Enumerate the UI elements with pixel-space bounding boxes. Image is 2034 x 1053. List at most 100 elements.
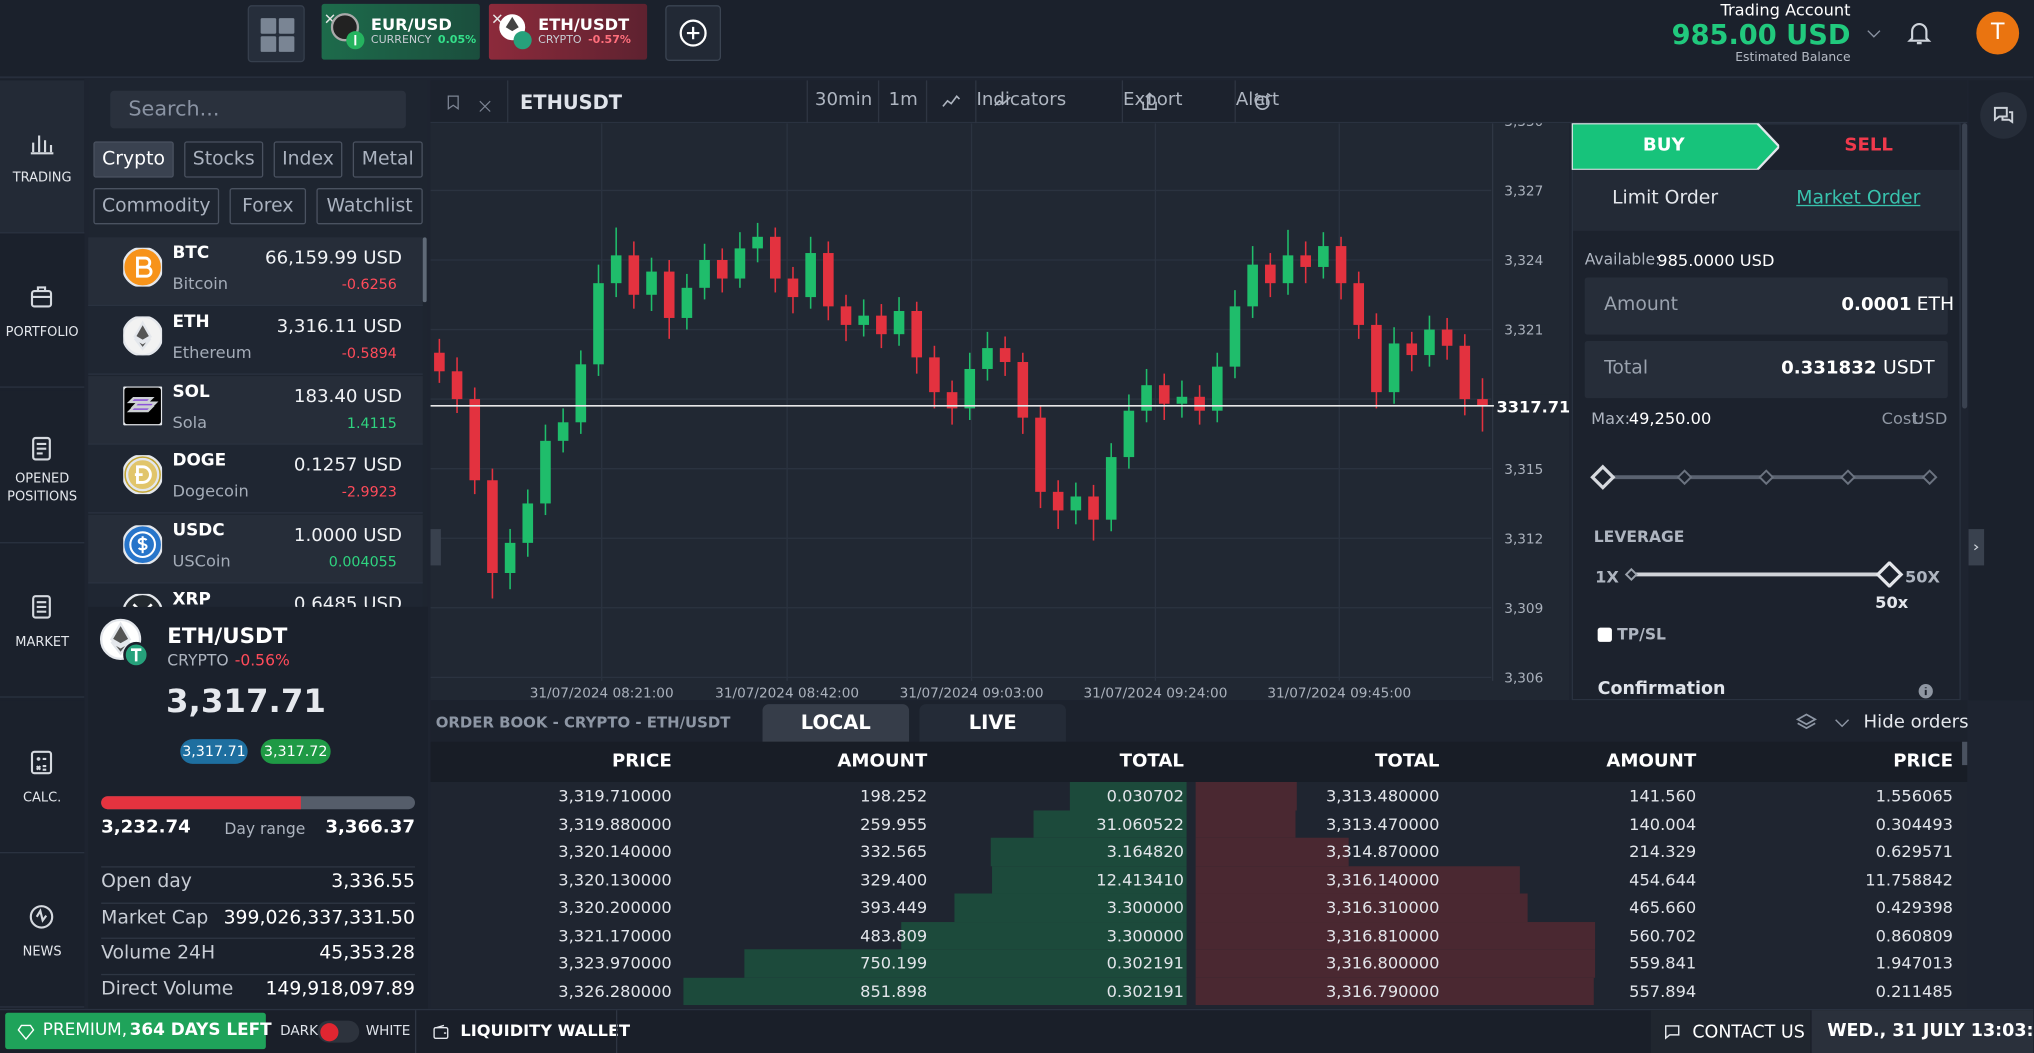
column-header: PRICE xyxy=(611,750,672,772)
candle-body xyxy=(876,315,887,335)
account-dropdown[interactable] xyxy=(1865,23,1883,41)
bid-total: 12.413410 xyxy=(1096,869,1184,889)
instrument-tab[interactable]: EUR/USD CURRENCY 0.05% xyxy=(321,3,480,60)
order-book-tab[interactable]: LIVE xyxy=(919,704,1066,742)
asset-row[interactable]: ETH Ethereum 3,316.11 USD -0.5894 xyxy=(88,306,423,376)
max-label: Max: xyxy=(1591,408,1631,428)
buy-label: BUY xyxy=(1642,134,1685,156)
ask-depth-bar xyxy=(1195,865,1520,894)
search-input[interactable]: Search... xyxy=(110,90,406,129)
ask-price: 0.304493 xyxy=(1875,813,1953,834)
asset-row[interactable]: USDC USCoin 1.0000 USD 0.004055 xyxy=(88,514,423,584)
leverage-min: 1X xyxy=(1595,566,1619,587)
asset-symbol: ETH xyxy=(172,313,210,333)
liquidity-wallet[interactable]: LIQUIDITY WALLET xyxy=(460,1020,631,1041)
contact-button[interactable]: CONTACT US xyxy=(1650,1010,1811,1053)
stat-value: 45,353.28 xyxy=(319,942,415,964)
filter-button[interactable]: Watchlist xyxy=(316,188,423,225)
asset-row[interactable]: BTC Bitcoin 66,159.99 USD -0.6256 xyxy=(88,237,423,307)
notifications-button[interactable] xyxy=(1905,18,1934,47)
layout-icon-cell xyxy=(278,18,295,34)
nav-icon-glyph xyxy=(29,905,54,929)
y-tick-label: 3,309 xyxy=(1504,601,1543,617)
chat-button[interactable] xyxy=(1980,92,2027,139)
column-header: AMOUNT xyxy=(837,750,928,772)
filter-button[interactable]: Stocks xyxy=(184,141,264,178)
close-chart-button[interactable] xyxy=(477,95,493,112)
day-low: 3,232.74 xyxy=(101,816,191,838)
total-value: 0.331832 xyxy=(1781,357,1877,379)
tpsl-checkbox[interactable] xyxy=(1597,627,1612,642)
asset-row[interactable]: DOGE Dogecoin 0.1257 USD -2.9923 xyxy=(88,445,423,514)
buy-tab[interactable] xyxy=(1570,122,1781,172)
nav-item[interactable]: TRADING xyxy=(0,80,85,234)
nav-item[interactable]: PORTFOLIO xyxy=(0,235,85,389)
nav-label: MARKET xyxy=(15,635,69,650)
bid-total: 0.030702 xyxy=(1106,785,1184,806)
asset-name: USCoin xyxy=(172,550,231,571)
account-balance[interactable]: 985.00 USD xyxy=(1671,19,1851,51)
filter-button[interactable]: Metal xyxy=(352,141,423,178)
nav-item[interactable]: MARKET xyxy=(0,544,85,698)
filter-button[interactable]: Crypto xyxy=(93,141,174,178)
add-tab-button[interactable] xyxy=(665,5,722,61)
candle-body xyxy=(628,255,640,295)
candle-body xyxy=(610,255,622,284)
chart-collapse-left[interactable] xyxy=(430,529,441,566)
wallet-icon xyxy=(432,1022,450,1040)
toolbar-icon xyxy=(1139,91,1161,113)
order-type-tab[interactable]: Market Order xyxy=(1796,188,1921,209)
toolbar-icon xyxy=(992,91,1014,113)
tab-symbol: ETH/USDT xyxy=(538,14,630,34)
layout-button[interactable] xyxy=(247,5,305,63)
leverage-slider[interactable] xyxy=(1621,560,1906,589)
stat-value: 399,026,337,331.50 xyxy=(223,907,415,928)
premium-badge[interactable]: PREMIUM, 364 DAYS LEFT xyxy=(5,1012,272,1050)
instrument-tab[interactable]: ETH/USDT CRYPTO -0.57% xyxy=(488,3,648,60)
bookmark-button[interactable] xyxy=(445,92,462,113)
toolbar-button[interactable]: 1m xyxy=(877,80,926,124)
last-price-tag xyxy=(1493,394,1570,418)
toolbar-button[interactable]: 30min xyxy=(806,80,878,124)
sell-tab[interactable]: SELL xyxy=(1844,134,1894,156)
filter-button[interactable]: Index xyxy=(273,141,343,178)
premium-label: PREMIUM, xyxy=(42,1020,128,1041)
order-type-tab[interactable]: Limit Order xyxy=(1612,188,1719,209)
amount-field[interactable] xyxy=(1584,277,1948,335)
candle-body xyxy=(1229,306,1241,367)
hide-orders-chevron[interactable] xyxy=(1832,713,1851,732)
nav-icon-glyph xyxy=(30,750,53,774)
notifications-button-glyph xyxy=(1907,23,1932,45)
nav-item[interactable]: NEWS xyxy=(0,854,85,1008)
ask-amount: 140.004 xyxy=(1629,813,1697,834)
bid-depth-bar xyxy=(1069,781,1187,810)
user-avatar[interactable]: T xyxy=(1976,11,2020,55)
ask-total: 3,316.800000 xyxy=(1325,953,1440,973)
bid-total: 0.302191 xyxy=(1106,981,1184,1001)
total-field[interactable] xyxy=(1584,341,1948,399)
chart-toolbar xyxy=(430,80,1968,124)
stat-label: Direct Volume xyxy=(101,978,234,1000)
candle-body xyxy=(769,236,781,279)
hide-orders-chevron-glyph xyxy=(1835,719,1850,728)
candle-body xyxy=(1477,399,1488,406)
toolbar-button[interactable] xyxy=(925,80,975,124)
bid-total: 3.300000 xyxy=(1106,925,1184,945)
toolbar-button[interactable]: Indicators xyxy=(975,80,1122,124)
filter-button[interactable]: Commodity xyxy=(93,188,220,225)
filter-button[interactable]: Forex xyxy=(229,188,307,225)
hide-orders[interactable]: Hide orders xyxy=(1863,711,1969,733)
candle-body xyxy=(1318,246,1329,267)
expand-right[interactable] xyxy=(1968,529,1985,566)
order-book-tab[interactable]: LOCAL xyxy=(762,704,910,742)
toolbar-button[interactable]: Alert xyxy=(1234,80,1331,124)
toolbar-button[interactable]: Export xyxy=(1121,80,1235,124)
close-tab[interactable] xyxy=(491,5,503,24)
theme-toggle[interactable] xyxy=(317,1020,360,1043)
stat-label: Market Cap xyxy=(101,907,209,928)
nav-item[interactable]: OPENED POSITIONS xyxy=(0,390,85,544)
amount-slider[interactable] xyxy=(1590,464,1940,490)
asset-row[interactable]: SOL Sola 183.40 USD 1.4115 xyxy=(88,375,423,445)
nav-item[interactable]: CALC. xyxy=(0,699,85,853)
price-chart[interactable]: 3,3063,3093,3123,3153,3183,3213,3243,327… xyxy=(430,123,1570,701)
